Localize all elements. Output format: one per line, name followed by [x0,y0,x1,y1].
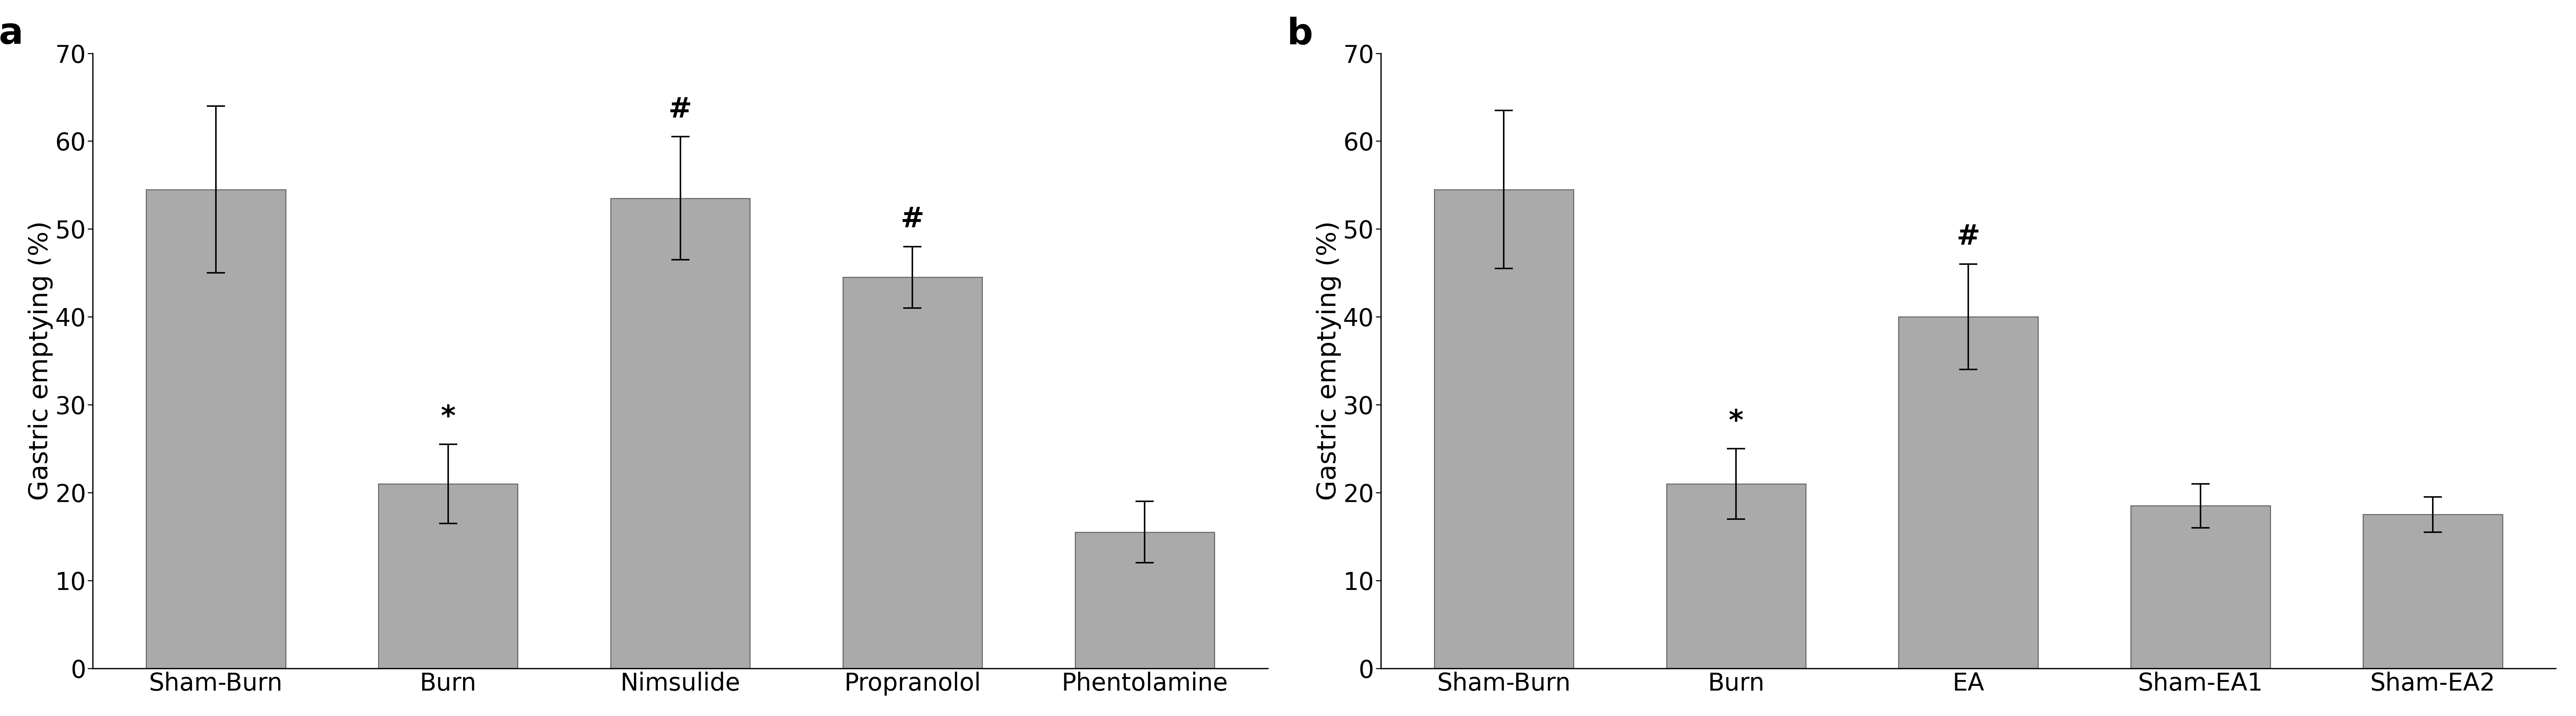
Text: #: # [902,205,925,233]
Bar [2130,505,2269,668]
Bar [2362,515,2501,668]
Text: a: a [0,16,23,52]
Text: #: # [1955,223,1981,251]
Bar [1074,532,1213,668]
Text: #: # [667,96,693,124]
Bar [842,277,981,668]
Y-axis label: Gastric emptying (%): Gastric emptying (%) [1316,221,1342,500]
Bar [1667,484,1806,668]
Text: b: b [1288,16,1314,52]
Y-axis label: Gastric emptying (%): Gastric emptying (%) [28,221,54,500]
Bar [1435,190,1574,668]
Text: *: * [440,404,456,431]
Bar [147,190,286,668]
Bar [611,198,750,668]
Bar [1899,317,2038,668]
Text: *: * [1728,408,1744,435]
Bar [379,484,518,668]
